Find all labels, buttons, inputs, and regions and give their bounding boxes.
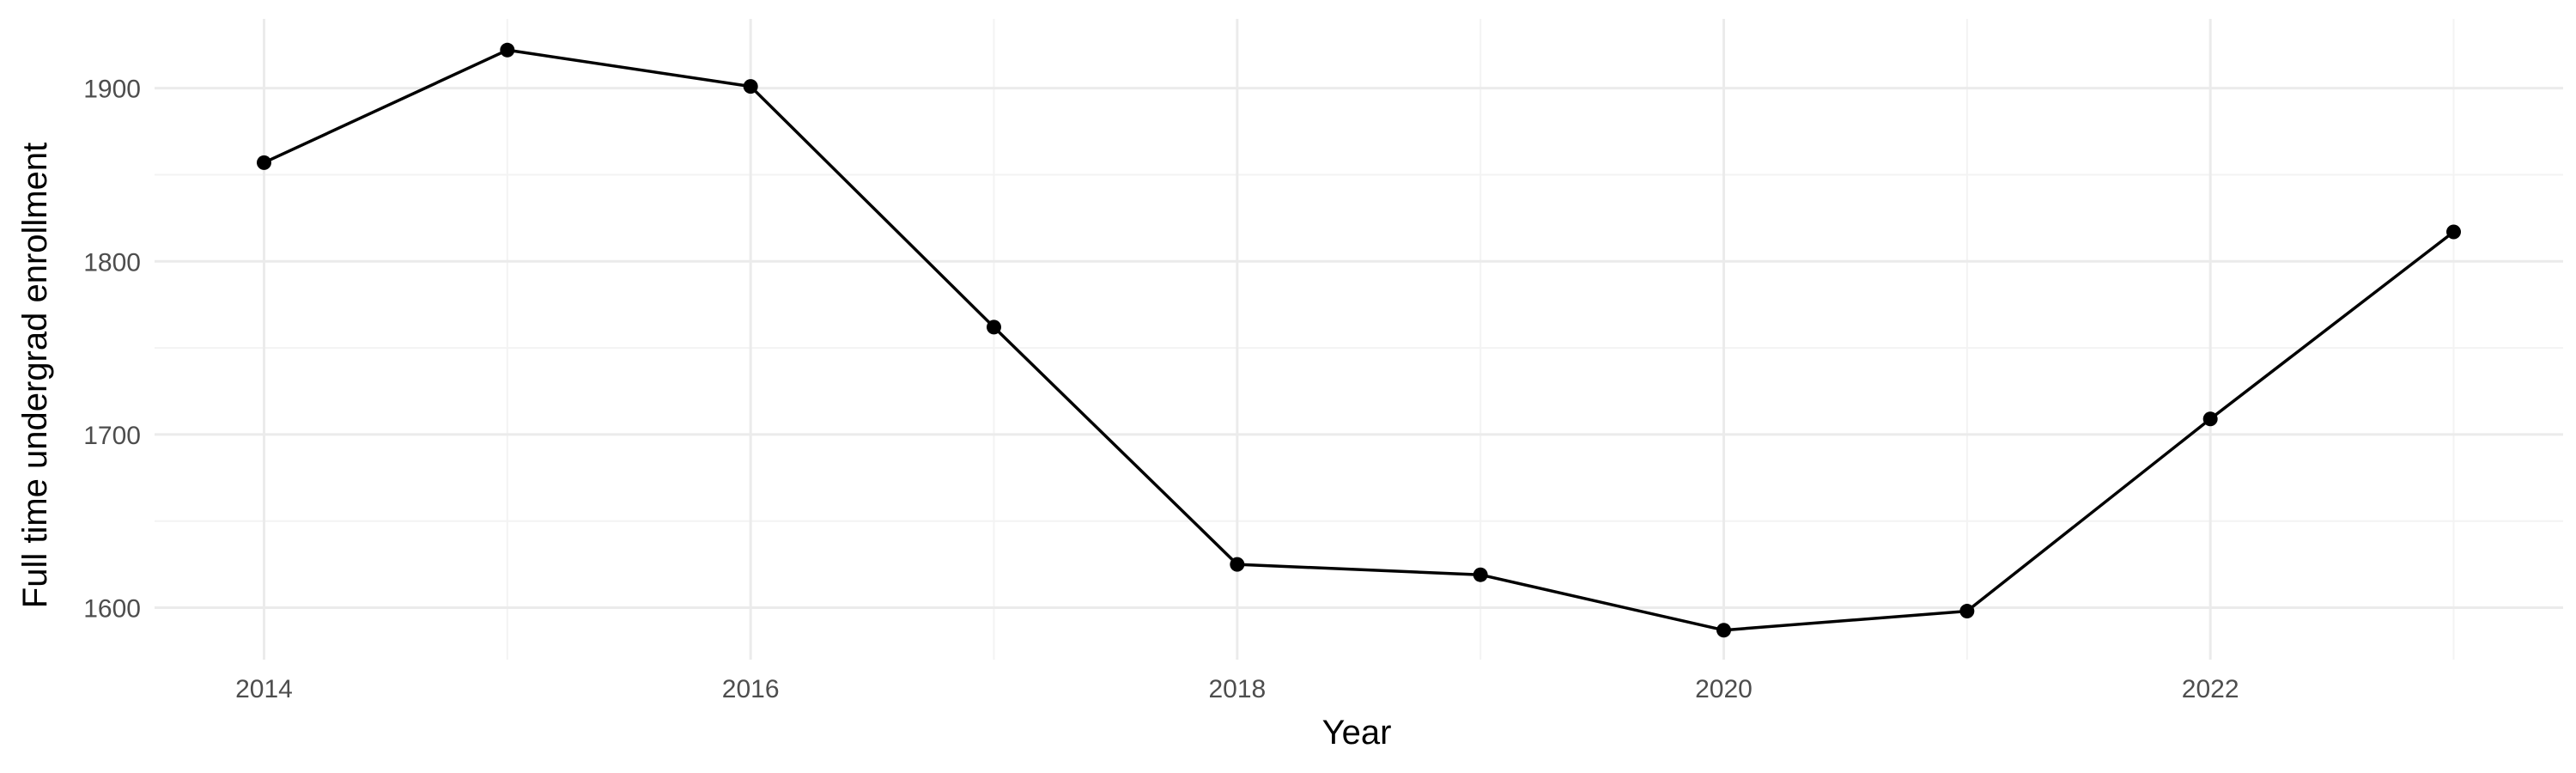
data-point bbox=[987, 320, 1001, 335]
x-tick-label: 2018 bbox=[1208, 675, 1266, 703]
data-point bbox=[2202, 411, 2218, 427]
data-point bbox=[500, 42, 515, 58]
data-point bbox=[2446, 224, 2461, 240]
series-layer bbox=[262, 48, 2456, 632]
grid-lines bbox=[155, 19, 2563, 660]
data-point bbox=[257, 155, 271, 170]
x-tick-label: 2022 bbox=[2182, 675, 2239, 703]
x-axis-title: Year bbox=[1322, 714, 1392, 752]
y-tick-label: 1900 bbox=[83, 76, 141, 104]
y-axis-title: Full time undergrad enrollment bbox=[16, 143, 54, 608]
data-point bbox=[1959, 604, 1975, 619]
y-tick-label: 1800 bbox=[83, 248, 141, 277]
x-tick-label: 2020 bbox=[1695, 675, 1753, 703]
data-point bbox=[1230, 557, 1245, 572]
data-point bbox=[1473, 567, 1488, 582]
data-point bbox=[743, 79, 758, 94]
data-point bbox=[1716, 623, 1731, 638]
y-axis-tick-labels: 1600 1700 1800 1900 bbox=[83, 76, 141, 624]
y-tick-label: 1600 bbox=[83, 595, 141, 624]
x-tick-label: 2016 bbox=[722, 675, 780, 703]
series-line bbox=[262, 48, 2456, 632]
x-axis-tick-labels: 2014 2016 2018 2020 2022 bbox=[235, 675, 2239, 703]
x-tick-label: 2014 bbox=[235, 675, 293, 703]
data-points bbox=[257, 42, 2461, 638]
y-tick-label: 1700 bbox=[83, 422, 141, 450]
